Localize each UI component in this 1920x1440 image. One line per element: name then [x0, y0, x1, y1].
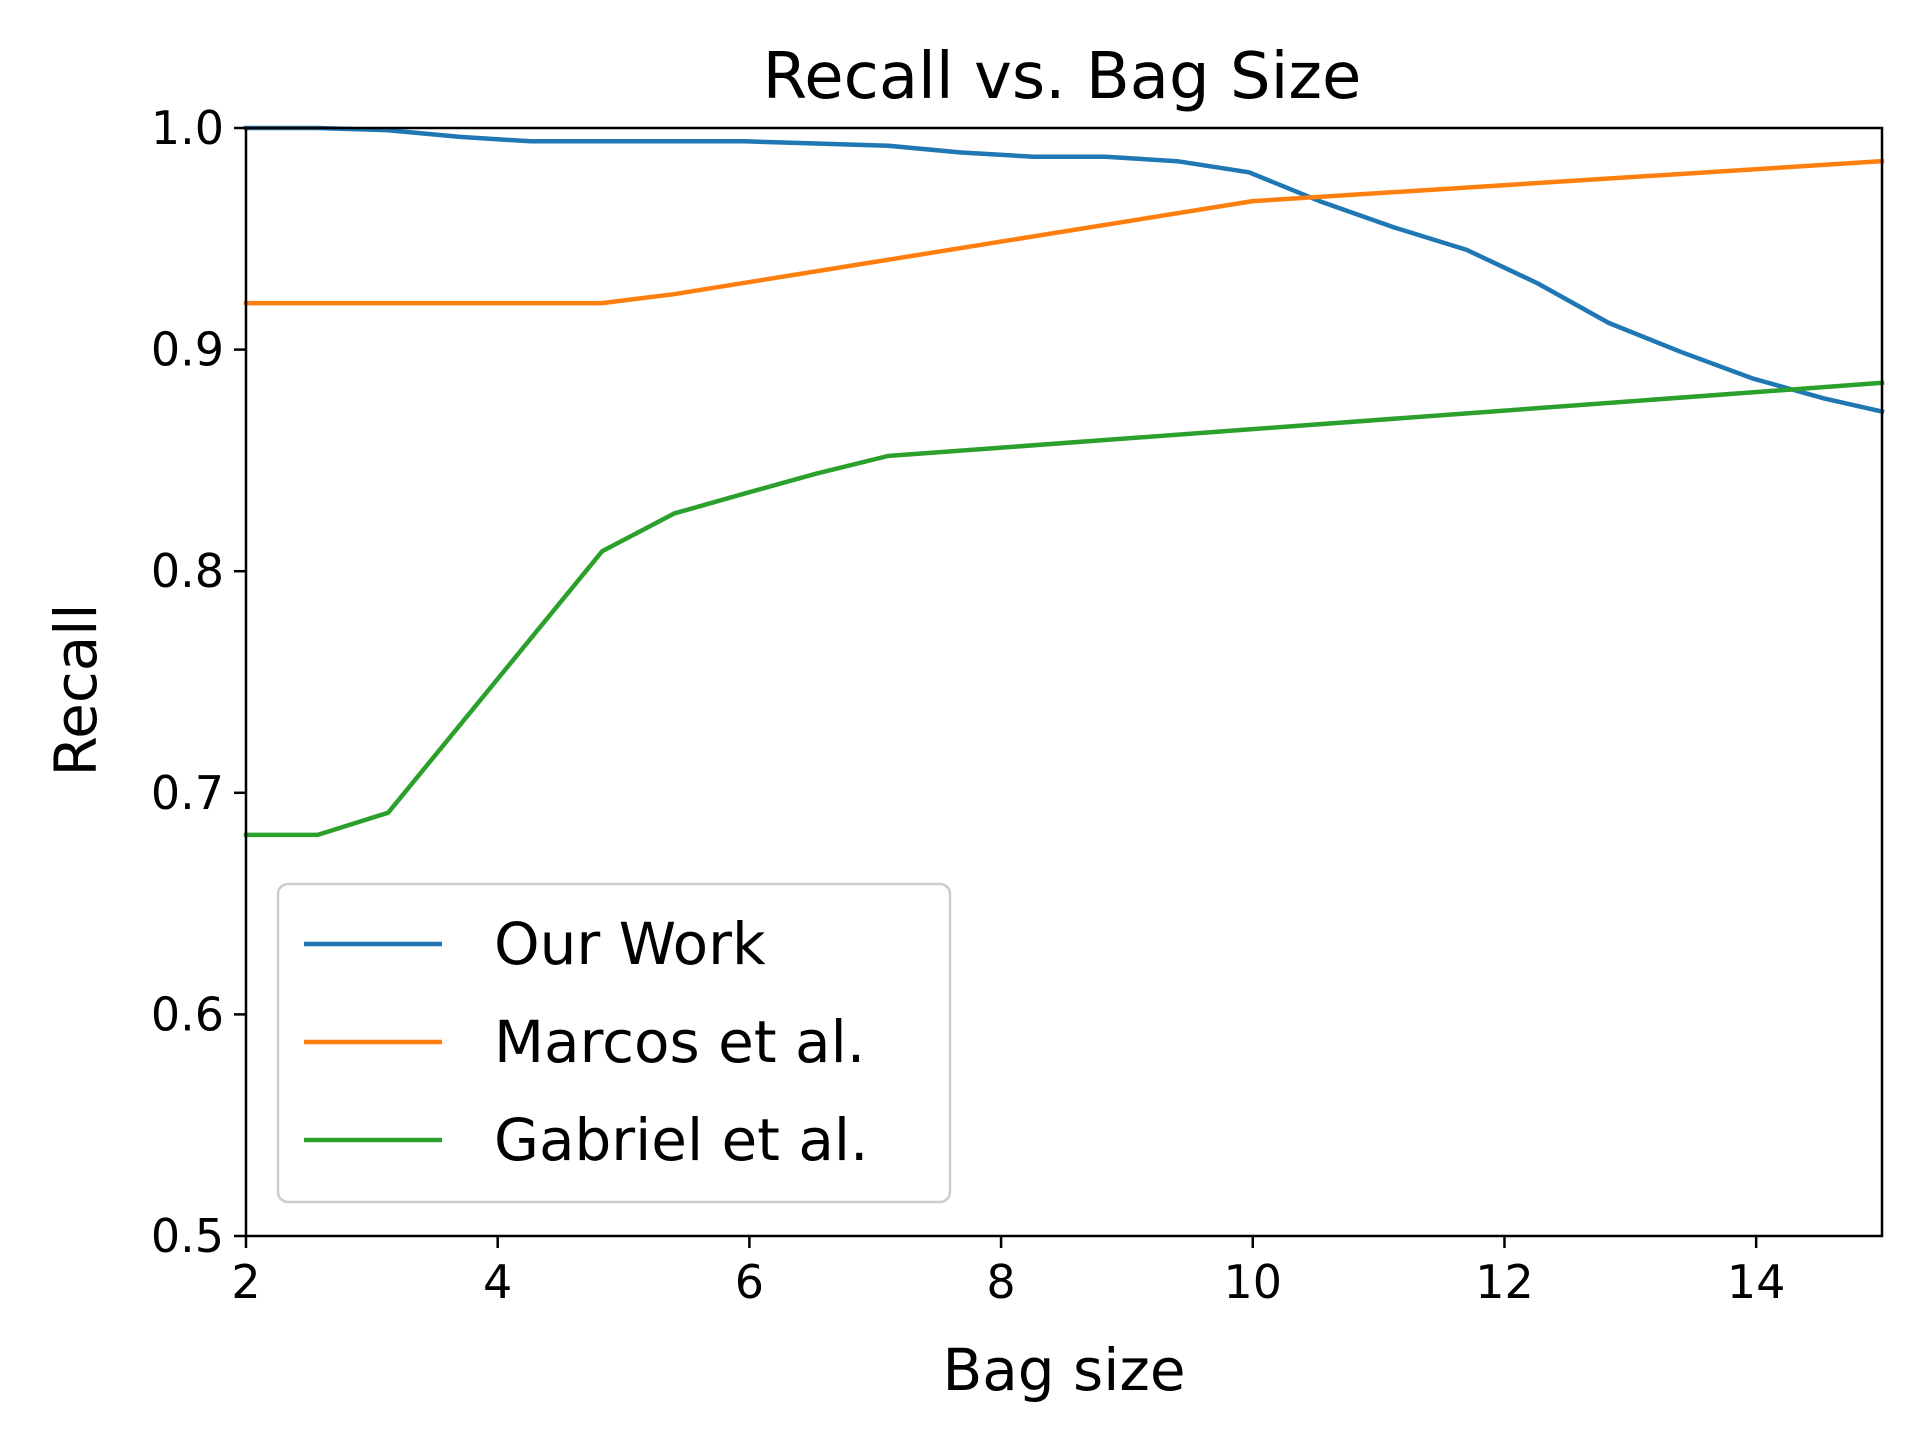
- x-tick-label: 2: [231, 1255, 260, 1309]
- x-tick-label: 12: [1475, 1255, 1534, 1309]
- chart-title: Recall vs. Bag Size: [763, 40, 1362, 114]
- series-line-2: [243, 380, 1885, 838]
- legend: Our Work Marcos et al. Gabriel et al.: [276, 882, 952, 1204]
- legend-label-0: Our Work: [494, 910, 766, 978]
- legend-box: [276, 882, 952, 1204]
- x-tick-label: 10: [1223, 1255, 1282, 1309]
- y-tick-label: 0.9: [151, 323, 224, 377]
- y-tick-label: 1.0: [151, 101, 224, 155]
- x-tick-label: 8: [986, 1255, 1015, 1309]
- x-tick-label: 6: [735, 1255, 764, 1309]
- x-tick-label: 4: [483, 1255, 512, 1309]
- x-axis-label: Bag size: [942, 1336, 1185, 1404]
- series-layer: [243, 125, 1885, 838]
- series-line-0: [243, 125, 1885, 415]
- series-line-1: [243, 158, 1885, 306]
- y-tick-label: 0.6: [151, 987, 224, 1041]
- y-tick-label: 0.7: [151, 766, 224, 820]
- plot-frame: [244, 126, 1884, 1238]
- y-tick-label: 0.8: [151, 544, 224, 598]
- y-tick-label: 0.5: [151, 1209, 224, 1263]
- legend-label-2: Gabriel et al.: [494, 1106, 868, 1174]
- y-axis-ticks: 0.5 0.6 0.7 0.8 0.9 1.0: [151, 101, 246, 1263]
- x-axis-ticks: 2 4 6 8 10 12 14: [231, 1236, 1785, 1309]
- legend-label-1: Marcos et al.: [494, 1008, 865, 1076]
- y-axis-label: Recall: [42, 603, 110, 776]
- x-tick-label: 14: [1727, 1255, 1786, 1309]
